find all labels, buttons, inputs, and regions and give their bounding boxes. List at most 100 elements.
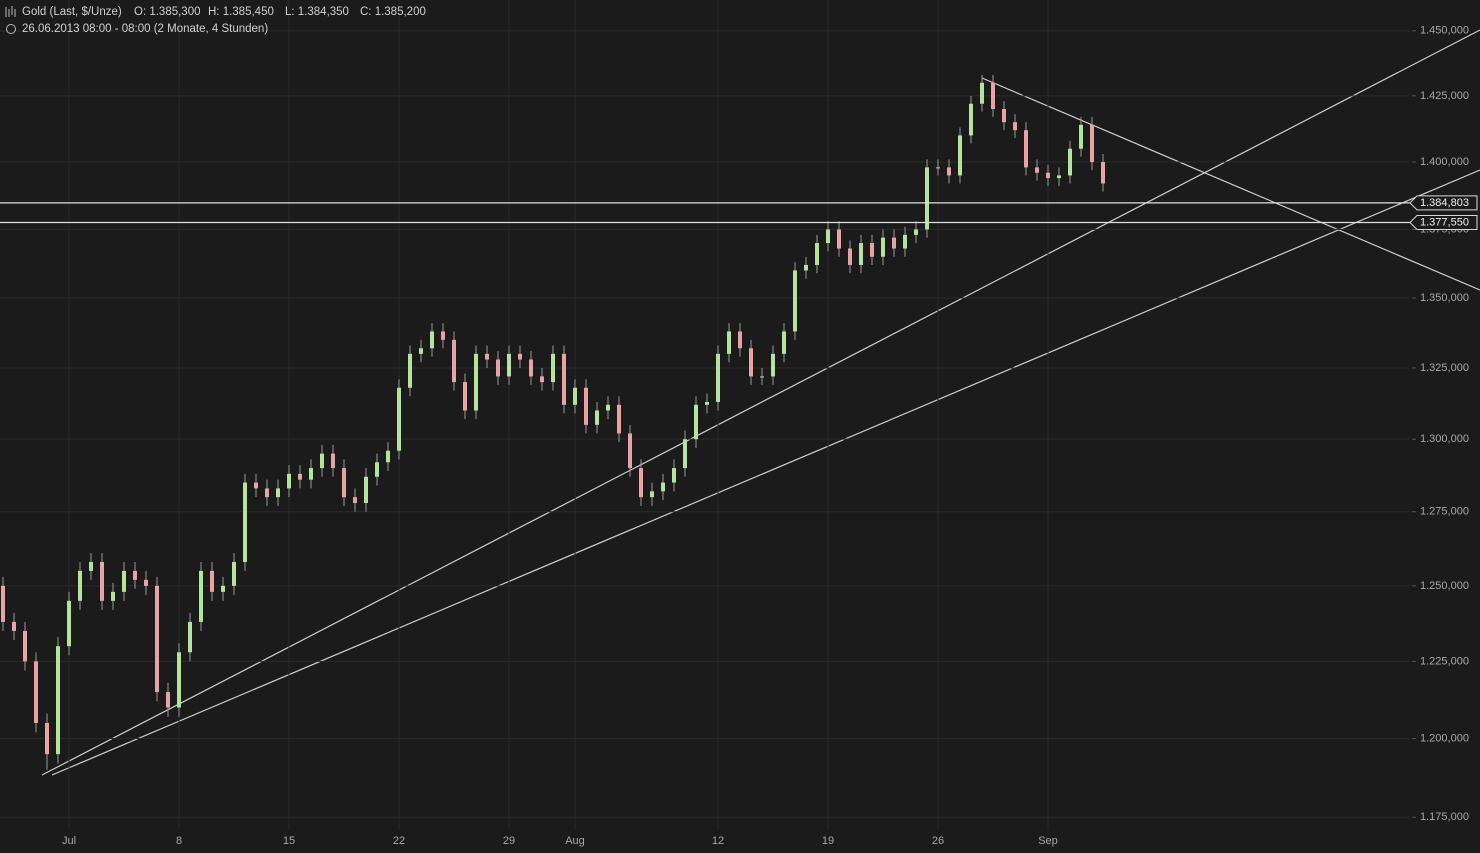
x-tick-label: Jul [62, 835, 76, 847]
candle-body [782, 331, 786, 354]
candle-body [188, 621, 192, 653]
y-tick-label: 1.425,000 [1420, 90, 1469, 102]
header: Gold (Last, $/Unze) O: 1.385,300 H: 1.38… [5, 6, 426, 35]
candle-body [177, 652, 181, 708]
chart-icon [5, 6, 16, 17]
candle-body [958, 135, 962, 176]
candle-body [122, 570, 126, 592]
y-tick-label: 1.200,000 [1420, 732, 1469, 744]
price-flag-label: 1.384,803 [1420, 197, 1469, 209]
candle-body [1013, 122, 1017, 131]
y-tick-label: 1.350,000 [1420, 292, 1469, 304]
candle-body [485, 353, 489, 360]
candle-body [45, 722, 49, 755]
candle-body [144, 579, 148, 586]
candle-body [1024, 130, 1028, 168]
candle-body [1068, 148, 1072, 176]
x-tick-label: Sep [1038, 835, 1058, 847]
y-tick-label: 1.400,000 [1420, 156, 1469, 168]
candle-body [683, 439, 687, 469]
candle-body [210, 570, 214, 592]
candle-body [342, 468, 346, 498]
y-tick-label: 1.225,000 [1420, 655, 1469, 667]
candle-body [430, 331, 434, 349]
candle-body [34, 661, 38, 723]
candle-body [848, 248, 852, 265]
candle-body [1090, 124, 1094, 163]
candle-body [320, 453, 324, 469]
candle-body [903, 234, 907, 249]
candle-body [397, 387, 401, 451]
candle-body [287, 473, 291, 489]
candle-body [606, 404, 610, 411]
candle-body [617, 404, 621, 434]
candle-body [463, 382, 467, 411]
candle-body [243, 482, 247, 562]
y-tick-label: 1.300,000 [1420, 433, 1469, 445]
candle-body [12, 621, 16, 632]
candle-body [529, 359, 533, 377]
candle-body [804, 264, 808, 271]
chart-title: Gold (Last, $/Unze) [22, 6, 122, 18]
y-tick-label: 1.250,000 [1420, 580, 1469, 592]
candle-body [309, 468, 313, 480]
candle-body [276, 488, 280, 498]
candle-body [947, 167, 951, 176]
candle-body [584, 387, 588, 425]
candle-body [760, 376, 764, 378]
x-tick-label: 15 [283, 835, 295, 847]
candle-body [705, 401, 709, 405]
candle-body [650, 491, 654, 498]
clock-icon [6, 24, 16, 34]
candle-body [496, 359, 500, 377]
ohlc-high: H: 1.385,450 [208, 6, 274, 18]
candle-body [1, 585, 5, 622]
candle-body [1079, 124, 1083, 149]
candle-body [265, 488, 269, 498]
candle-body [67, 600, 71, 647]
subtitle: 26.06.2013 08:00 - 08:00 (2 Monate, 4 St… [22, 23, 268, 35]
candle-body [100, 561, 104, 601]
candle-body [551, 353, 555, 383]
candle-body [727, 331, 731, 354]
candle-body [837, 229, 841, 249]
candle-body [254, 482, 258, 489]
candle-body [540, 376, 544, 383]
candle-body [936, 167, 940, 169]
candle-body [749, 348, 753, 377]
candle-body [892, 237, 896, 249]
candle-body [1002, 109, 1006, 123]
x-tick-label: 12 [712, 835, 724, 847]
y-tick-label: 1.175,000 [1420, 811, 1469, 823]
candle-body [925, 167, 929, 230]
y-tick-label: 1.325,000 [1420, 362, 1469, 374]
candle-body [166, 692, 170, 708]
candle-body [23, 631, 27, 662]
x-tick-label: 29 [503, 835, 515, 847]
candle-body [375, 462, 379, 477]
candle-body [562, 353, 566, 405]
candle-body [1101, 162, 1105, 184]
price-flag [1409, 195, 1478, 211]
trend-line [981, 77, 1480, 291]
candle-body [716, 353, 720, 402]
candle-body [353, 497, 357, 504]
ohlc-open: O: 1.385,300 [134, 6, 201, 18]
candle-body [331, 453, 335, 469]
candle-body [89, 561, 93, 571]
candle-body [826, 229, 830, 244]
candle-body [56, 646, 60, 755]
candle-body [232, 561, 236, 586]
candle-body [474, 353, 478, 411]
candle-body [980, 82, 984, 104]
candle-body [1046, 172, 1050, 179]
candle-body [573, 387, 577, 405]
candle-body [595, 410, 599, 425]
x-tick-label: 22 [393, 835, 405, 847]
candle-body [441, 331, 445, 340]
candle-body [298, 473, 302, 480]
candle-body [221, 585, 225, 592]
candle-body [815, 243, 819, 265]
